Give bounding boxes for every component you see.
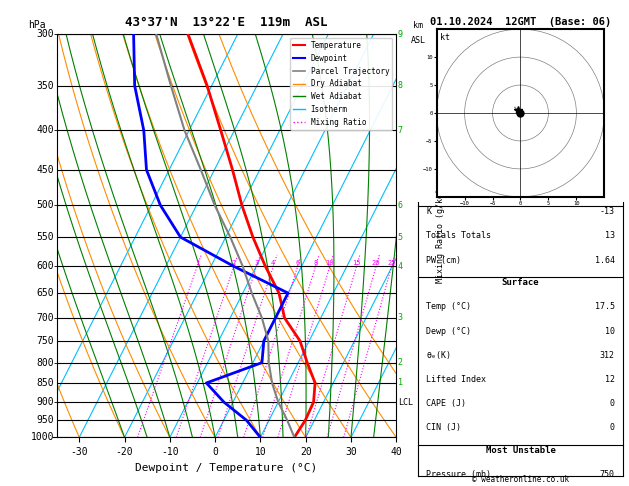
Title: 43°37'N  13°22'E  119m  ASL: 43°37'N 13°22'E 119m ASL xyxy=(125,16,328,29)
Text: ASL: ASL xyxy=(411,36,426,45)
Text: Most Unstable: Most Unstable xyxy=(486,446,555,455)
Text: 900: 900 xyxy=(36,397,54,407)
Text: 450: 450 xyxy=(36,165,54,175)
Text: 4: 4 xyxy=(398,262,403,271)
Text: K: K xyxy=(426,207,431,216)
Text: 8: 8 xyxy=(313,260,318,266)
Text: Totals Totals: Totals Totals xyxy=(426,231,491,241)
Text: 7: 7 xyxy=(398,126,403,135)
Text: kt: kt xyxy=(440,33,450,41)
Text: Surface: Surface xyxy=(502,278,539,287)
Text: 2: 2 xyxy=(231,260,236,266)
Text: 1: 1 xyxy=(195,260,199,266)
Text: hPa: hPa xyxy=(28,20,45,30)
Text: PW (cm): PW (cm) xyxy=(426,256,462,264)
Text: 4: 4 xyxy=(271,260,276,266)
Text: 3: 3 xyxy=(398,313,403,322)
Text: Mixing Ratio (g/kg): Mixing Ratio (g/kg) xyxy=(436,188,445,283)
Text: 10: 10 xyxy=(604,327,615,336)
Text: 17.5: 17.5 xyxy=(594,302,615,312)
Text: Temp (°C): Temp (°C) xyxy=(426,302,472,312)
Text: 600: 600 xyxy=(36,261,54,271)
Text: 750: 750 xyxy=(36,336,54,346)
Text: 6: 6 xyxy=(398,201,403,209)
Text: 3: 3 xyxy=(254,260,259,266)
Text: 5: 5 xyxy=(398,233,403,242)
Text: 800: 800 xyxy=(36,358,54,367)
Text: 350: 350 xyxy=(36,81,54,91)
Text: Lifted Index: Lifted Index xyxy=(426,375,486,384)
Text: 25: 25 xyxy=(387,260,396,266)
Text: 0: 0 xyxy=(610,399,615,408)
Text: 10: 10 xyxy=(326,260,334,266)
Text: 12: 12 xyxy=(604,375,615,384)
Text: 650: 650 xyxy=(36,288,54,298)
Text: 850: 850 xyxy=(36,378,54,388)
Text: 950: 950 xyxy=(36,415,54,425)
Text: θₑ(K): θₑ(K) xyxy=(426,351,452,360)
Text: 20: 20 xyxy=(372,260,381,266)
Text: -13: -13 xyxy=(599,207,615,216)
Text: Dewp (°C): Dewp (°C) xyxy=(426,327,472,336)
Text: 8: 8 xyxy=(398,81,403,90)
Text: LCL: LCL xyxy=(398,398,413,407)
Text: 300: 300 xyxy=(36,29,54,39)
Text: 15: 15 xyxy=(352,260,361,266)
Text: 1.64: 1.64 xyxy=(594,256,615,264)
Legend: Temperature, Dewpoint, Parcel Trajectory, Dry Adiabat, Wet Adiabat, Isotherm, Mi: Temperature, Dewpoint, Parcel Trajectory… xyxy=(290,38,392,130)
Text: Pressure (mb): Pressure (mb) xyxy=(426,470,491,479)
Text: 9: 9 xyxy=(398,30,403,38)
Text: 700: 700 xyxy=(36,313,54,323)
Text: km: km xyxy=(413,21,423,30)
Text: 0: 0 xyxy=(610,423,615,432)
Text: 750: 750 xyxy=(599,470,615,479)
Text: 6: 6 xyxy=(296,260,300,266)
Text: 400: 400 xyxy=(36,125,54,136)
Text: 1: 1 xyxy=(398,379,403,387)
Text: 01.10.2024  12GMT  (Base: 06): 01.10.2024 12GMT (Base: 06) xyxy=(430,17,611,27)
Text: 550: 550 xyxy=(36,232,54,242)
Text: 13: 13 xyxy=(604,231,615,241)
Text: 500: 500 xyxy=(36,200,54,210)
Text: 312: 312 xyxy=(599,351,615,360)
Text: CAPE (J): CAPE (J) xyxy=(426,399,467,408)
Text: CIN (J): CIN (J) xyxy=(426,423,462,432)
Text: 1000: 1000 xyxy=(31,433,54,442)
Text: © weatheronline.co.uk: © weatheronline.co.uk xyxy=(472,474,569,484)
X-axis label: Dewpoint / Temperature (°C): Dewpoint / Temperature (°C) xyxy=(135,463,318,473)
Text: 2: 2 xyxy=(398,358,403,367)
